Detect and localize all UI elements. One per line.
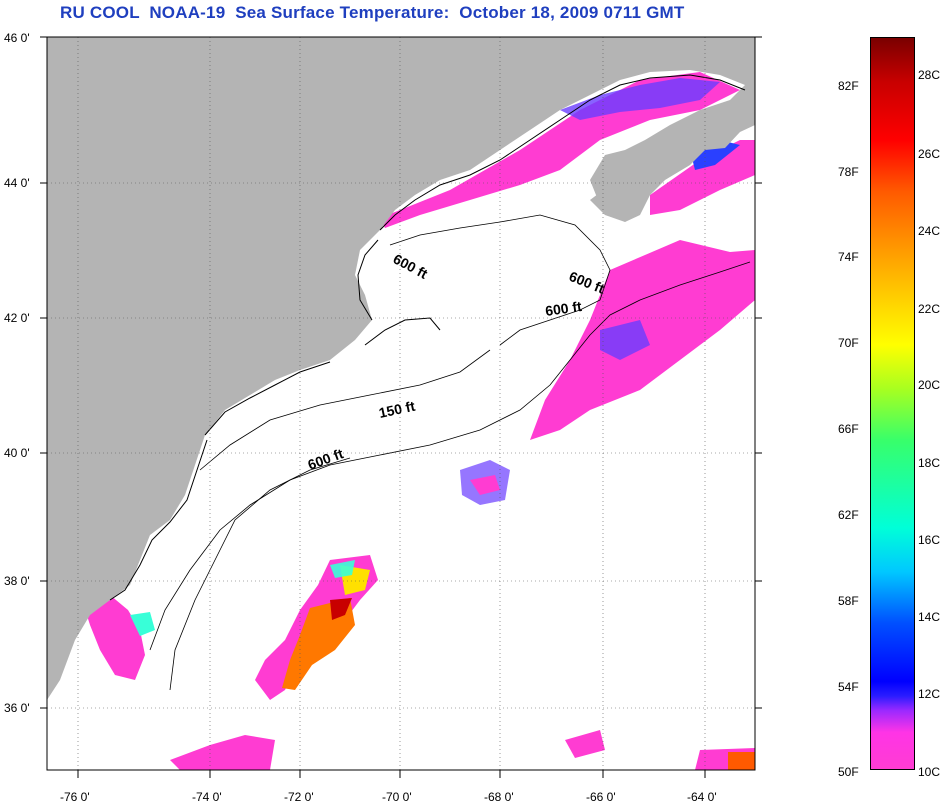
lon-label-64: -64 0' bbox=[687, 790, 717, 804]
colorbar-label-50f: 50F bbox=[838, 765, 859, 779]
colorbar-label-12c: 12C bbox=[918, 687, 941, 701]
lat-label-40: 40 0' bbox=[4, 446, 30, 460]
lon-label-74: -74 0' bbox=[192, 790, 222, 804]
lon-label-72: -72 0' bbox=[284, 790, 314, 804]
lon-label-70: -70 0' bbox=[382, 790, 412, 804]
contour-label-600ft-georges: 600 ft bbox=[544, 298, 583, 319]
colorbar-label-58f: 58F bbox=[838, 594, 859, 608]
lat-label-46: 46 0' bbox=[4, 31, 30, 45]
colorbar-label-62f: 62F bbox=[838, 508, 859, 522]
lat-label-38: 38 0' bbox=[4, 574, 30, 588]
colorbar-label-10c: 10C bbox=[918, 765, 941, 779]
lon-label-68: -68 0' bbox=[484, 790, 514, 804]
colorbar-label-24c: 24C bbox=[918, 224, 941, 238]
sst-patches bbox=[48, 72, 755, 770]
lat-label-42: 42 0' bbox=[4, 311, 30, 325]
colorbar-label-74f: 74F bbox=[838, 250, 859, 264]
land bbox=[47, 37, 755, 700]
colorbar-label-66f: 66F bbox=[838, 422, 859, 436]
colorbar-label-22c: 22C bbox=[918, 302, 941, 316]
colorbar-label-78f: 78F bbox=[838, 165, 859, 179]
tick-marks bbox=[40, 36, 762, 778]
map-border bbox=[46, 36, 756, 771]
lat-label-44: 44 0' bbox=[4, 176, 30, 190]
bathymetry-contours bbox=[149, 214, 751, 691]
colorbar-label-26c: 26C bbox=[918, 147, 941, 161]
colorbar-label-28c: 28C bbox=[918, 68, 941, 82]
map-title: RU COOL NOAA-19 Sea Surface Temperature:… bbox=[60, 3, 685, 22]
colorbar-label-20c: 20C bbox=[918, 378, 941, 392]
colorbar-label-14c: 14C bbox=[918, 610, 941, 624]
lon-label-76: -76 0' bbox=[60, 790, 90, 804]
colorbar-label-70f: 70F bbox=[838, 336, 859, 350]
colorbar-label-54f: 54F bbox=[838, 680, 859, 694]
colorbar-label-16c: 16C bbox=[918, 533, 941, 547]
lon-label-66: -66 0' bbox=[586, 790, 616, 804]
lat-label-36: 36 0' bbox=[4, 701, 30, 715]
colorbar-label-82f: 82F bbox=[838, 79, 859, 93]
temperature-colorbar bbox=[870, 37, 915, 770]
coastline bbox=[109, 74, 746, 601]
colorbar-label-18c: 18C bbox=[918, 456, 941, 470]
contour-label-150ft: 150 ft bbox=[377, 398, 416, 421]
